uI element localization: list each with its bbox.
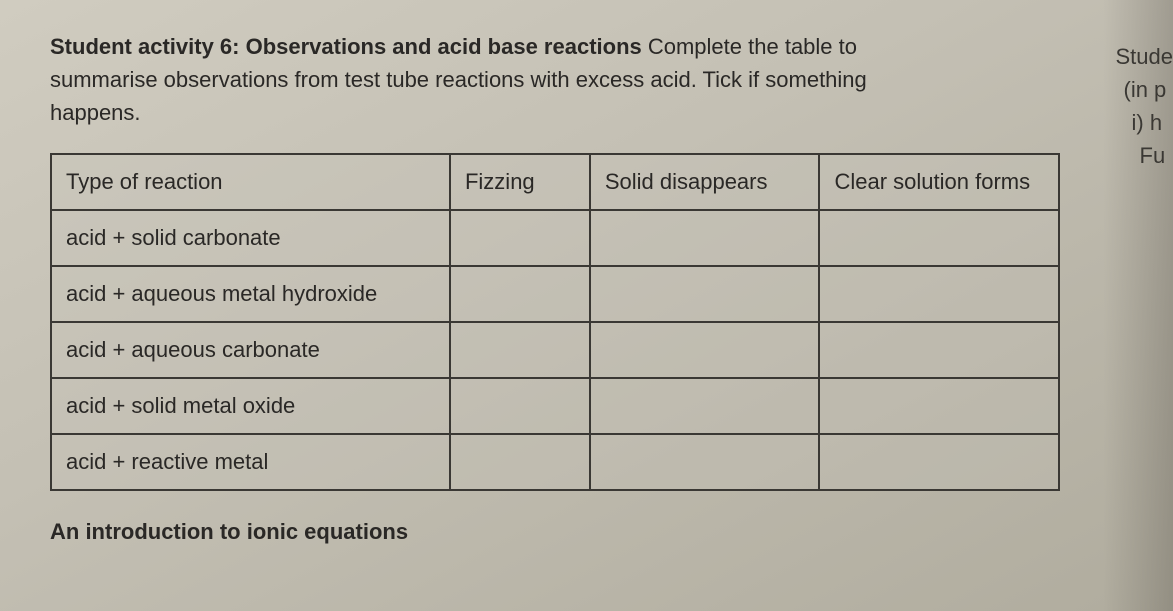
table-row: acid + solid carbonate [51, 210, 1059, 266]
margin-line-2: (in p [1124, 73, 1173, 106]
table-row: acid + solid metal oxide [51, 378, 1059, 434]
cell-solid [590, 210, 820, 266]
cell-solid [590, 378, 820, 434]
row-label: acid + aqueous metal hydroxide [51, 266, 450, 322]
cell-clear [819, 210, 1059, 266]
instruction-text: Student activity 6: Observations and aci… [50, 30, 950, 129]
row-label: acid + solid carbonate [51, 210, 450, 266]
table-row: acid + reactive metal [51, 434, 1059, 490]
cell-fizzing [450, 322, 590, 378]
cell-clear [819, 322, 1059, 378]
header-solid: Solid disappears [590, 154, 820, 210]
table-row: acid + aqueous metal hydroxide [51, 266, 1059, 322]
margin-line-1: Stude [1116, 40, 1173, 73]
activity-title: Student activity 6: Observations and aci… [50, 34, 642, 59]
observations-table: Type of reaction Fizzing Solid disappear… [50, 153, 1060, 491]
header-type: Type of reaction [51, 154, 450, 210]
row-label: acid + reactive metal [51, 434, 450, 490]
header-clear: Clear solution forms [819, 154, 1059, 210]
table-header-row: Type of reaction Fizzing Solid disappear… [51, 154, 1059, 210]
cell-clear [819, 266, 1059, 322]
cell-solid [590, 322, 820, 378]
page-edge-cutoff-text: Stude (in p i) h Fu [1110, 40, 1173, 172]
row-label: acid + aqueous carbonate [51, 322, 450, 378]
cell-fizzing [450, 378, 590, 434]
cell-solid [590, 434, 820, 490]
cell-fizzing [450, 266, 590, 322]
worksheet-page: Student activity 6: Observations and aci… [0, 0, 1173, 611]
cell-fizzing [450, 434, 590, 490]
cell-clear [819, 378, 1059, 434]
cell-solid [590, 266, 820, 322]
cell-clear [819, 434, 1059, 490]
cell-fizzing [450, 210, 590, 266]
header-fizzing: Fizzing [450, 154, 590, 210]
margin-line-4: Fu [1140, 139, 1173, 172]
row-label: acid + solid metal oxide [51, 378, 450, 434]
table-row: acid + aqueous carbonate [51, 322, 1059, 378]
observations-table-wrap: Type of reaction Fizzing Solid disappear… [50, 153, 1060, 491]
footer-heading: An introduction to ionic equations [50, 519, 1133, 545]
margin-line-3: i) h [1132, 106, 1173, 139]
